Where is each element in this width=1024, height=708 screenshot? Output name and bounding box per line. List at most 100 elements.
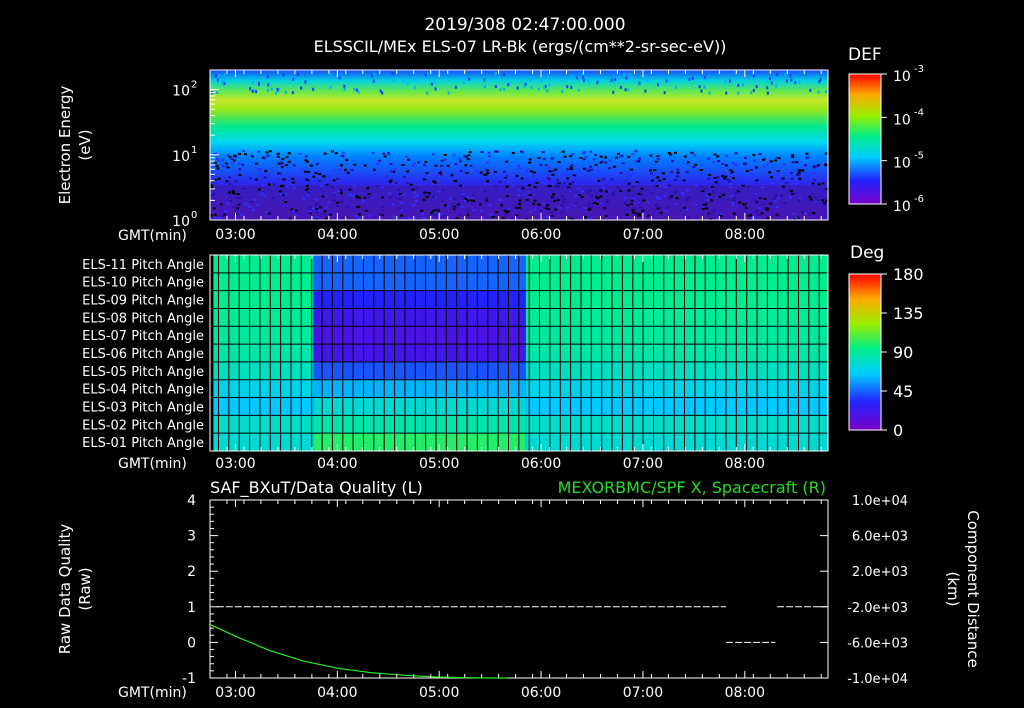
spectrogram-noise-pixel <box>727 178 730 181</box>
spectrogram-noise-pixel <box>385 175 389 178</box>
spectrogram-noise-pixel <box>540 78 543 82</box>
spectrogram-noise-pixel <box>770 81 773 85</box>
spectrogram-noise-pixel <box>811 172 815 175</box>
spectrogram-noise-pixel <box>546 215 550 218</box>
spectrogram-noise-pixel <box>365 209 369 212</box>
spectrogram-noise-pixel <box>425 195 429 198</box>
spectrogram-noise-pixel <box>825 187 828 190</box>
spectrogram-noise-pixel <box>505 160 509 163</box>
spectrogram-noise-pixel <box>569 168 573 171</box>
spectrogram-noise-pixel <box>216 78 219 82</box>
spectrogram-noise-pixel <box>329 213 333 216</box>
spectrogram-noise-pixel <box>240 214 244 217</box>
spectrogram-noise-pixel <box>421 213 425 216</box>
quality-ylabel-left-units: (Raw) <box>76 567 94 610</box>
spectrogram-noise-pixel <box>621 162 625 165</box>
spectrogram-noise-pixel <box>573 204 577 207</box>
spectrogram-noise-pixel <box>332 199 336 202</box>
pitch-angle-cell <box>422 379 526 398</box>
spectrogram-noise-pixel <box>578 194 582 197</box>
deg-colorbar-ticks: 180 135 90 45 0 <box>881 265 924 440</box>
spectrogram-noise-pixel <box>602 178 605 181</box>
spectrogram-noise-pixel <box>343 84 346 88</box>
spectrogram-noise-pixel <box>402 79 405 83</box>
spectrogram-noise-pixel <box>496 150 500 153</box>
spectrogram-noise-pixel <box>552 193 556 196</box>
spectrogram-noise-pixel <box>596 170 600 173</box>
spectrogram-noise-pixel <box>794 81 797 84</box>
spectrogram-noise-pixel <box>685 208 689 211</box>
spectrogram-noise-pixel <box>718 195 722 198</box>
spectrogram-noise-pixel <box>825 90 827 94</box>
spectrogram-noise-pixel <box>218 217 222 220</box>
spectrogram-noise-pixel <box>397 188 401 191</box>
spectrogram-noise-pixel <box>463 199 466 202</box>
spectrogram-noise-pixel <box>528 158 532 161</box>
spectrogram-noise-pixel <box>344 176 348 179</box>
spectrogram-noise-pixel <box>732 196 736 199</box>
spectrogram-noise-pixel <box>724 175 728 178</box>
spectrogram-noise-pixel <box>447 91 450 95</box>
spectrogram-noise-pixel <box>568 189 572 192</box>
spectrogram-noise-pixel <box>312 87 315 91</box>
pitch-angle-row-label: ELS-11 Pitch Angle <box>82 258 204 273</box>
spectrogram-noise-pixel <box>808 212 812 214</box>
quality-frame <box>209 499 829 679</box>
spectrogram-noise-pixel <box>215 154 219 157</box>
spectrogram-noise-pixel <box>766 91 769 95</box>
pitch-angle-cell <box>525 433 828 451</box>
spectrogram-noise-pixel <box>373 72 376 76</box>
spectrogram-noise-pixel <box>214 74 217 78</box>
quality-right-tick-label: -2.0e+03 <box>847 601 908 616</box>
spectrogram-noise-pixel <box>349 194 353 196</box>
spectrogram-noise-pixel <box>703 187 707 190</box>
spectrogram-noise-pixel <box>665 79 668 83</box>
spectrogram-noise-pixel <box>638 81 641 85</box>
spectrogram-noise-pixel <box>685 197 689 200</box>
spectrogram-noise-pixel <box>752 89 755 92</box>
spectrogram-noise-pixel <box>283 179 287 182</box>
spectrogram-noise-pixel <box>405 155 409 158</box>
spectrogram-noise-pixel <box>670 75 673 79</box>
spectrogram-noise-pixel <box>213 178 217 181</box>
spectrogram-noise-pixel <box>588 206 592 209</box>
spectrogram-noise-pixel <box>629 73 632 77</box>
spectrogram-noise-pixel <box>521 187 525 190</box>
spectrogram-noise-pixel <box>630 199 634 202</box>
spectrogram-noise-pixel <box>671 160 675 163</box>
spectrogram-noise-pixel <box>225 162 228 165</box>
spectrogram-noise-pixel <box>345 158 349 161</box>
spectrogram-noise-pixel <box>216 91 219 94</box>
spectrogram-noise-pixel <box>440 164 444 167</box>
quality-title-left: SAF_BXuT/Data Quality (L) <box>210 478 423 498</box>
spectrogram-noise-pixel <box>218 73 221 77</box>
spectrogram-noise-pixel <box>655 184 659 187</box>
spectrogram-noise-pixel <box>663 194 667 197</box>
pitch-angle-row-label: ELS-01 Pitch Angle <box>82 436 204 451</box>
spectrogram-noise-pixel <box>459 170 463 173</box>
spectrogram-noise-pixel <box>378 159 382 162</box>
pitch-angle-row-label: ELS-02 Pitch Angle <box>82 418 204 433</box>
spectrogram-noise-pixel <box>773 159 777 162</box>
spectrogram-noise-pixel <box>674 191 678 194</box>
spectrogram-noise-pixel <box>656 176 660 179</box>
spectrogram-noise-pixel <box>222 213 226 216</box>
spectrogram-noise-pixel <box>348 188 352 191</box>
spectrogram-noise-pixel <box>439 213 443 216</box>
spectrogram-noise-pixel <box>363 196 367 199</box>
spectrogram-noise-pixel <box>732 177 735 180</box>
spectrogram-noise-pixel <box>577 187 581 190</box>
spectrogram-noise-pixel <box>627 88 630 92</box>
spectrogram-noise-pixel <box>554 168 558 171</box>
spectrogram-noise-pixel <box>518 189 521 192</box>
spectrogram-noise-pixel <box>439 170 443 173</box>
spectrogram-noise-pixel <box>765 77 768 81</box>
spectrogram-noise-pixel <box>515 174 519 177</box>
spectrogram-noise-pixel <box>401 164 405 166</box>
spectrogram-noise-pixel <box>243 187 247 190</box>
spectrogram-noise-pixel <box>744 206 748 209</box>
spectrogram-noise-pixel <box>440 173 443 176</box>
spectrogram-noise-pixel <box>640 193 644 196</box>
spectrogram-noise-pixel <box>707 193 711 196</box>
spectrogram-noise-pixel <box>276 153 280 155</box>
